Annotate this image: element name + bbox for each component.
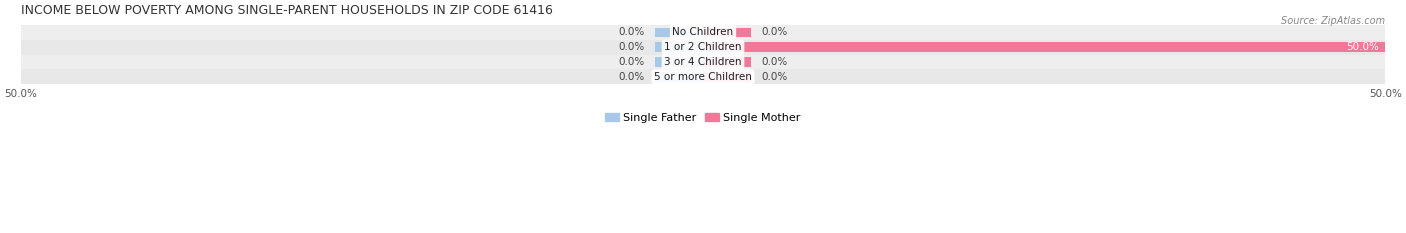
Text: 0.0%: 0.0% <box>619 27 644 37</box>
Text: 0.0%: 0.0% <box>619 72 644 82</box>
Bar <box>21 55 1385 69</box>
Bar <box>655 42 703 52</box>
Bar <box>21 40 1385 55</box>
Text: 0.0%: 0.0% <box>619 42 644 52</box>
Text: 0.0%: 0.0% <box>762 57 787 67</box>
Bar <box>655 27 703 37</box>
Text: Source: ZipAtlas.com: Source: ZipAtlas.com <box>1281 16 1385 26</box>
Bar <box>703 72 751 82</box>
Bar <box>21 25 1385 40</box>
Text: 5 or more Children: 5 or more Children <box>654 72 752 82</box>
Bar <box>655 72 703 82</box>
Bar <box>703 42 1385 52</box>
Text: INCOME BELOW POVERTY AMONG SINGLE-PARENT HOUSEHOLDS IN ZIP CODE 61416: INCOME BELOW POVERTY AMONG SINGLE-PARENT… <box>21 4 553 17</box>
Bar <box>21 69 1385 84</box>
Text: 1 or 2 Children: 1 or 2 Children <box>664 42 742 52</box>
Text: 0.0%: 0.0% <box>619 57 644 67</box>
Text: 0.0%: 0.0% <box>762 72 787 82</box>
Text: No Children: No Children <box>672 27 734 37</box>
Bar <box>703 57 751 67</box>
Bar <box>703 27 751 37</box>
Text: 3 or 4 Children: 3 or 4 Children <box>664 57 742 67</box>
Text: 0.0%: 0.0% <box>762 27 787 37</box>
Legend: Single Father, Single Mother: Single Father, Single Mother <box>600 108 806 127</box>
Bar <box>655 57 703 67</box>
Text: 50.0%: 50.0% <box>1346 42 1378 52</box>
